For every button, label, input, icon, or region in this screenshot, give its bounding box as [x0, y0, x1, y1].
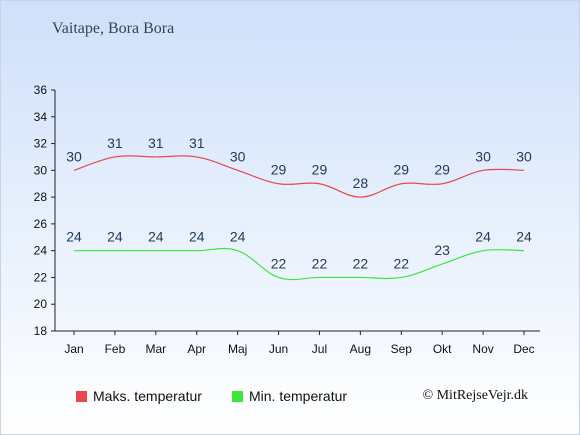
data-label-min: 24: [148, 229, 164, 245]
y-tick-label: 24: [34, 244, 48, 258]
series-line-max: [73, 155, 525, 198]
y-tick-label: 20: [34, 297, 48, 311]
data-label-max: 29: [312, 162, 328, 178]
y-tick-label: 30: [34, 163, 48, 177]
y-tick-label: 22: [34, 270, 48, 284]
data-label-min: 24: [107, 229, 123, 245]
data-label-min: 23: [434, 242, 450, 258]
x-tick-label: Mar: [145, 342, 166, 356]
data-label-min: 24: [475, 229, 491, 245]
y-tick-label: 18: [34, 324, 48, 338]
data-label-max: 28: [353, 175, 369, 191]
copyright-text: © MitRejseVejr.dk: [422, 388, 528, 403]
x-tick-label: Sep: [391, 342, 413, 356]
data-label-min: 22: [353, 255, 369, 271]
data-label-min: 22: [312, 255, 328, 271]
legend-item-max: Maks. temperatur: [76, 388, 202, 404]
x-tick-label: Jun: [269, 342, 288, 356]
data-label-max: 30: [66, 148, 82, 164]
x-tick-label: Okt: [433, 342, 452, 356]
legend-swatch-max: [76, 390, 87, 402]
data-label-max: 30: [516, 148, 532, 164]
data-label-max: 30: [230, 148, 246, 164]
x-tick-label: Feb: [105, 342, 126, 356]
data-label-max: 31: [148, 135, 164, 151]
legend-item-min: Min. temperatur: [232, 388, 347, 404]
y-tick-label: 26: [34, 217, 48, 231]
data-label-min: 24: [230, 229, 246, 245]
legend-swatch-min: [232, 390, 243, 402]
x-tick-label: Jan: [64, 342, 83, 356]
legend-label-min: Min. temperatur: [249, 388, 348, 404]
x-tick-label: Dec: [513, 342, 534, 356]
x-tick-label: Nov: [472, 342, 493, 356]
legend-label-max: Maks. temperatur: [93, 388, 202, 404]
series-line-min: [73, 247, 525, 281]
data-label-min: 24: [516, 229, 532, 245]
data-label-max: 29: [434, 162, 450, 178]
data-label-max: 31: [107, 135, 123, 151]
data-label-min: 22: [393, 255, 409, 271]
data-label-min: 24: [189, 229, 205, 245]
data-label-max: 30: [475, 148, 491, 164]
x-tick-label: Apr: [187, 342, 206, 356]
y-tick-label: 34: [34, 110, 48, 124]
y-tick-label: 36: [34, 83, 48, 97]
data-label-max: 29: [393, 162, 409, 178]
data-label-max: 31: [189, 135, 205, 151]
x-tick-label: Jul: [312, 342, 327, 356]
chart-title: Vaitape, Bora Bora: [52, 20, 175, 37]
data-label-max: 29: [271, 162, 287, 178]
data-label-min: 22: [271, 255, 287, 271]
x-tick-label: Aug: [350, 342, 371, 356]
y-tick-label: 28: [34, 190, 48, 204]
data-label-min: 24: [66, 229, 82, 245]
x-tick-label: Maj: [228, 342, 247, 356]
y-tick-label: 32: [34, 137, 48, 151]
